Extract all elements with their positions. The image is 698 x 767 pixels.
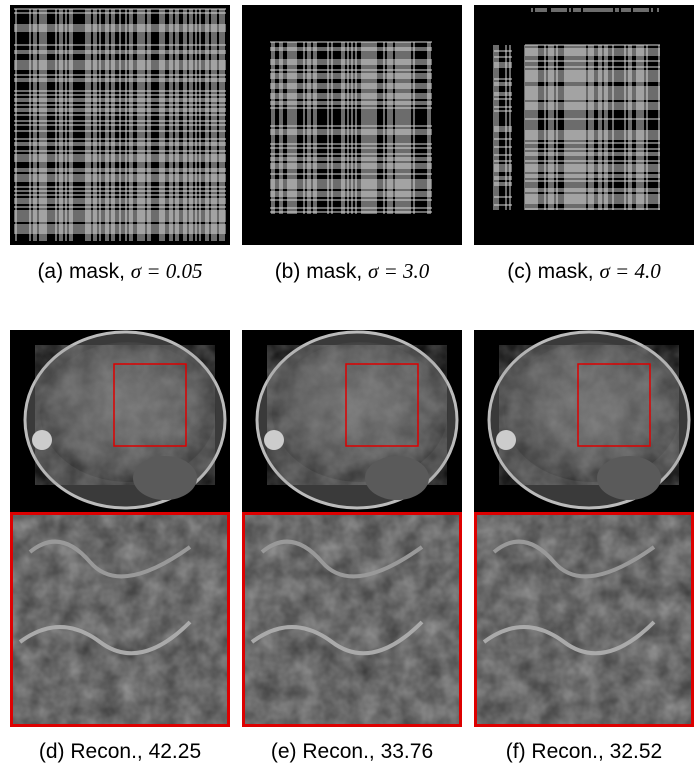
caption: (d) Recon., 42.25 bbox=[39, 740, 201, 763]
recon-images bbox=[10, 330, 694, 727]
caption-label: (b) mask, bbox=[275, 260, 368, 283]
zoom-texture bbox=[242, 512, 462, 727]
caption: (a) mask, σ = 0.05 bbox=[37, 259, 202, 283]
caption: (b) mask, σ = 3.0 bbox=[275, 259, 430, 283]
caption: (c) mask, σ = 4.0 bbox=[507, 259, 661, 283]
mask-images bbox=[10, 5, 694, 245]
mask-lines bbox=[270, 41, 432, 214]
captions: (a) mask, σ = 0.05 (b) mask, σ = 3.0 (c) m… bbox=[37, 259, 662, 763]
eye bbox=[496, 430, 516, 450]
caption-math: σ = 4.0 bbox=[599, 259, 661, 283]
zoom-box bbox=[345, 363, 419, 447]
cerebellum bbox=[133, 456, 197, 500]
cerebellum bbox=[597, 456, 661, 500]
zoom-texture bbox=[474, 512, 694, 727]
mask-lines bbox=[14, 8, 226, 241]
caption-label: (f) Recon., 32.52 bbox=[506, 740, 662, 763]
eye bbox=[264, 430, 284, 450]
caption: (e) Recon., 33.76 bbox=[271, 740, 433, 763]
caption: (f) Recon., 32.52 bbox=[506, 740, 662, 763]
caption-math: σ = 0.05 bbox=[131, 259, 203, 283]
zoom-box bbox=[577, 363, 651, 447]
caption-label: (d) Recon., 42.25 bbox=[39, 740, 201, 763]
zoom-structure bbox=[492, 539, 656, 579]
zoom-frame bbox=[10, 512, 230, 727]
caption-math: σ = 3.0 bbox=[368, 259, 430, 283]
zoom-frame bbox=[242, 512, 462, 727]
zoom-box bbox=[113, 363, 187, 447]
eye bbox=[32, 430, 52, 450]
zoom-structure bbox=[28, 539, 192, 579]
mask-lines bbox=[493, 8, 660, 210]
zoom-frame bbox=[474, 512, 694, 727]
zoom-structure bbox=[250, 620, 424, 656]
zoom-structure bbox=[260, 539, 424, 579]
zoom-structure bbox=[18, 620, 192, 656]
zoom-structure bbox=[482, 620, 656, 656]
zoom-texture bbox=[10, 512, 230, 727]
caption-label: (c) mask, bbox=[507, 260, 599, 283]
caption-label: (e) Recon., 33.76 bbox=[271, 740, 433, 763]
caption-label: (a) mask, bbox=[37, 260, 130, 283]
cerebellum bbox=[365, 456, 429, 500]
